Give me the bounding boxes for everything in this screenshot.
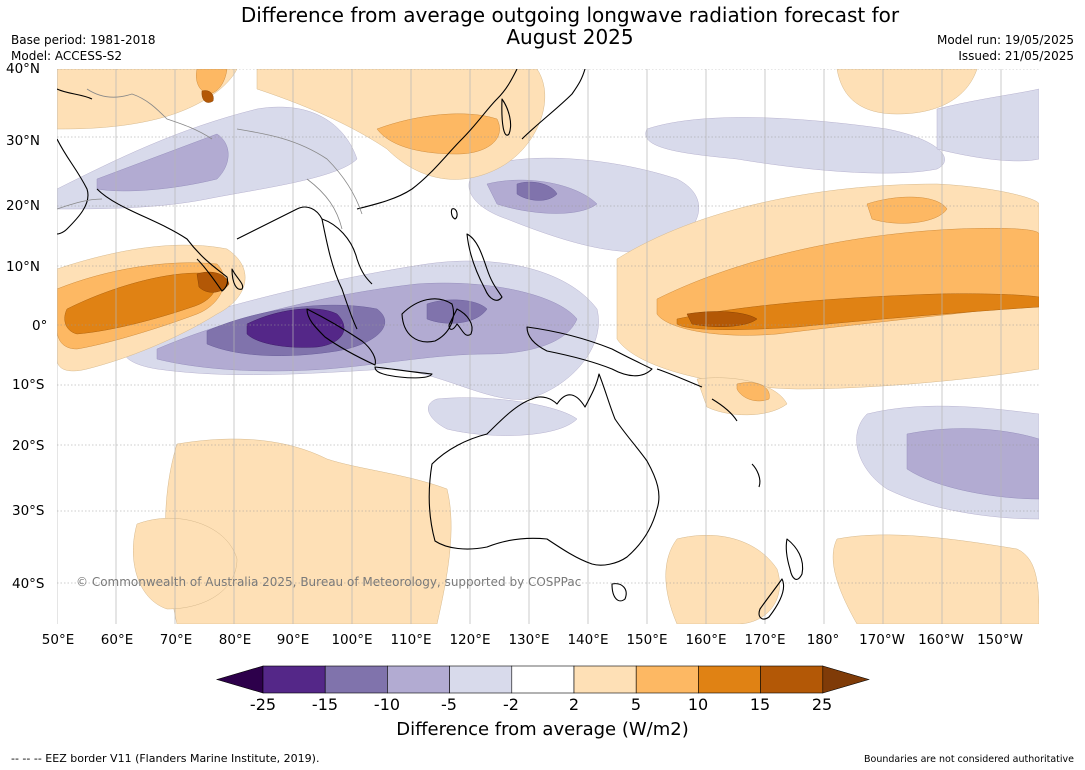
colorbar-title: Difference from average (W/m2)	[396, 719, 689, 740]
model-run-date: Model run: 19/05/2025	[936, 33, 1074, 47]
lon-label: 90°E	[276, 632, 310, 648]
lon-label: 170°W	[859, 632, 905, 648]
lon-label: 140°E	[567, 632, 609, 648]
colorbar-tick: 10	[687, 695, 709, 714]
lon-label: 160°E	[685, 632, 727, 648]
colorbar-swatch	[760, 665, 824, 694]
anomaly-map	[57, 69, 1039, 624]
lat-label: 30°N	[6, 133, 41, 149]
lat-label: 20°N	[6, 198, 41, 214]
lat-label: 0°	[32, 318, 48, 334]
lat-label: 20°S	[12, 438, 45, 454]
lon-label: 70°E	[159, 632, 193, 648]
colorbar-tick: -10	[373, 695, 401, 714]
lat-label: 40°S	[12, 576, 45, 592]
colorbar-tick: -25	[249, 695, 277, 714]
lat-label: 10°S	[12, 377, 45, 393]
lon-label: 50°E	[41, 632, 75, 648]
map-title: Difference from average outgoing longwav…	[200, 4, 940, 48]
title-line-1: Difference from average outgoing longwav…	[240, 3, 900, 27]
lon-label: 80°E	[218, 632, 252, 648]
lon-label: 100°E	[331, 632, 373, 648]
issued-date: Issued: 21/05/2025	[958, 49, 1074, 63]
colorbar-tick: 5	[630, 695, 642, 714]
meridians	[57, 69, 1002, 624]
title-line-2: August 2025	[506, 25, 634, 49]
lon-label: 130°E	[508, 632, 550, 648]
colorbar-tick: 15	[749, 695, 771, 714]
lon-label: 160°W	[918, 632, 964, 648]
base-info: Base period: 1981-2018 Model: ACCESS-S2	[11, 32, 156, 64]
lat-label: 10°N	[6, 259, 41, 275]
graticule	[57, 69, 1039, 584]
base-period: Base period: 1981-2018	[11, 33, 156, 47]
colorbar-swatch	[262, 665, 326, 694]
colorbar-tick: -5	[441, 695, 457, 714]
colorbar	[215, 665, 870, 694]
lon-label: 170°E	[744, 632, 786, 648]
colorbar-extension-high	[822, 665, 870, 694]
coastlines	[57, 69, 804, 620]
colorbar-swatch	[573, 665, 637, 694]
lat-label: 30°S	[12, 503, 45, 519]
run-info: Model run: 19/05/2025 Issued: 21/05/2025	[937, 32, 1074, 64]
colorbar-swatch	[387, 665, 450, 694]
lon-label: 110°E	[390, 632, 432, 648]
lon-label: 60°E	[100, 632, 134, 648]
colorbar-swatch	[511, 665, 575, 694]
lon-label: 120°E	[449, 632, 491, 648]
eez-footnote: -- -- -- EEZ border V11 (Flanders Marine…	[11, 752, 320, 765]
colorbar-swatch	[449, 665, 513, 694]
model-name: Model: ACCESS-S2	[11, 49, 123, 63]
lon-label: 150°E	[626, 632, 668, 648]
boundaries-disclaimer: Boundaries are not considered authoritat…	[864, 754, 1074, 765]
colorbar-tick: -15	[311, 695, 339, 714]
colorbar-tick: 25	[811, 695, 833, 714]
anomaly-deep-negative	[246, 308, 345, 348]
colorbar-swatch	[324, 665, 388, 694]
colorbar-extension-low	[215, 665, 264, 694]
lat-label: 40°N	[6, 61, 41, 77]
colorbar-swatch	[698, 665, 761, 694]
lon-label: 150°W	[977, 632, 1023, 648]
anomaly-dark-positive	[64, 272, 1039, 335]
colorbar-swatch	[635, 665, 699, 694]
colorbar-tick: -2	[503, 695, 519, 714]
copyright-notice: © Commonwealth of Australia 2025, Bureau…	[76, 575, 582, 589]
anomaly-deep-positive	[196, 90, 758, 327]
colorbar-tick: 2	[568, 695, 580, 714]
country-borders	[57, 88, 363, 230]
lon-label: 180°	[806, 632, 840, 648]
